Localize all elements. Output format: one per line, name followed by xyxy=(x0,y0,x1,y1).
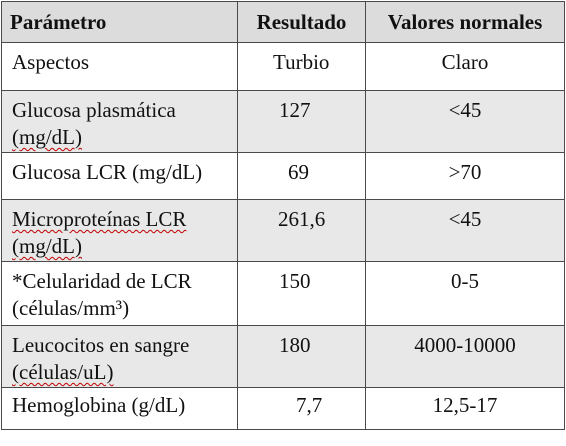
result-cell: 127 xyxy=(237,90,366,153)
param-cell: Microproteínas LCR (mg/dL) xyxy=(1,199,238,262)
result-cell: 7,7 xyxy=(237,387,366,430)
table-row: Aspectos Turbio Claro xyxy=(1,42,565,91)
lab-results-table: Parámetro Resultado Valores normales Asp… xyxy=(1,1,565,430)
table-row: Glucosa LCR (mg/dL) 69 >70 xyxy=(1,152,565,200)
result-cell: 180 xyxy=(237,325,366,388)
normal-cell: 4000-10000 xyxy=(365,325,565,388)
param-cell: Leucocitos en sangre (células/uL) xyxy=(1,325,238,388)
param-line-1: Hemoglobina (g/dL) xyxy=(12,393,186,417)
result-cell: 261,6 xyxy=(237,199,366,262)
param-line-1: Leucocitos en sangre xyxy=(12,333,190,357)
table-row: Leucocitos en sangre (células/uL) 180 400… xyxy=(1,325,565,388)
normal-cell: Claro xyxy=(365,42,565,91)
param-cell: Glucosa LCR (mg/dL) xyxy=(1,152,238,200)
result-cell: 150 xyxy=(237,261,366,326)
lab-results-table-container: Parámetro Resultado Valores normales Asp… xyxy=(1,1,565,430)
normal-cell: 0-5 xyxy=(365,261,565,326)
param-cell: *Celularidad de LCR (células/mm³) xyxy=(1,261,238,326)
result-cell: 69 xyxy=(237,152,366,200)
table-row: Glucosa plasmática (mg/dL) 127 <45 xyxy=(1,90,565,153)
result-cell: Turbio xyxy=(237,42,366,91)
table-row: Microproteínas LCR (mg/dL) 261,6 <45 xyxy=(1,199,565,262)
param-cell: Aspectos xyxy=(1,42,238,91)
param-line-2: (células/mm³) xyxy=(12,296,130,320)
param-line-1: Aspectos xyxy=(12,50,89,74)
normal-cell: <45 xyxy=(365,90,565,153)
param-line-1: Microproteínas LCR xyxy=(12,207,187,231)
normal-cell: 12,5-17 xyxy=(365,387,565,430)
normal-cell: <45 xyxy=(365,199,565,262)
param-line-2: (mg/dL) xyxy=(12,125,82,149)
normal-cell: >70 xyxy=(365,152,565,200)
header-parametro: Parámetro xyxy=(1,1,238,43)
param-line-1: Glucosa plasmática xyxy=(12,98,176,122)
header-row: Parámetro Resultado Valores normales xyxy=(1,1,565,43)
param-line-2: (células/uL) xyxy=(12,360,114,384)
param-line-1: Glucosa LCR (mg/dL) xyxy=(12,160,203,184)
table-row: Hemoglobina (g/dL) 7,7 12,5-17 xyxy=(1,387,565,430)
param-line-1: *Celularidad de LCR xyxy=(12,269,192,293)
header-resultado: Resultado xyxy=(237,1,366,43)
param-cell: Glucosa plasmática (mg/dL) xyxy=(1,90,238,153)
param-line-2: (mg/dL) xyxy=(12,234,82,258)
table-row: *Celularidad de LCR (células/mm³) 150 0-5 xyxy=(1,261,565,326)
param-cell: Hemoglobina (g/dL) xyxy=(1,387,238,430)
header-valores-normales: Valores normales xyxy=(365,1,565,43)
